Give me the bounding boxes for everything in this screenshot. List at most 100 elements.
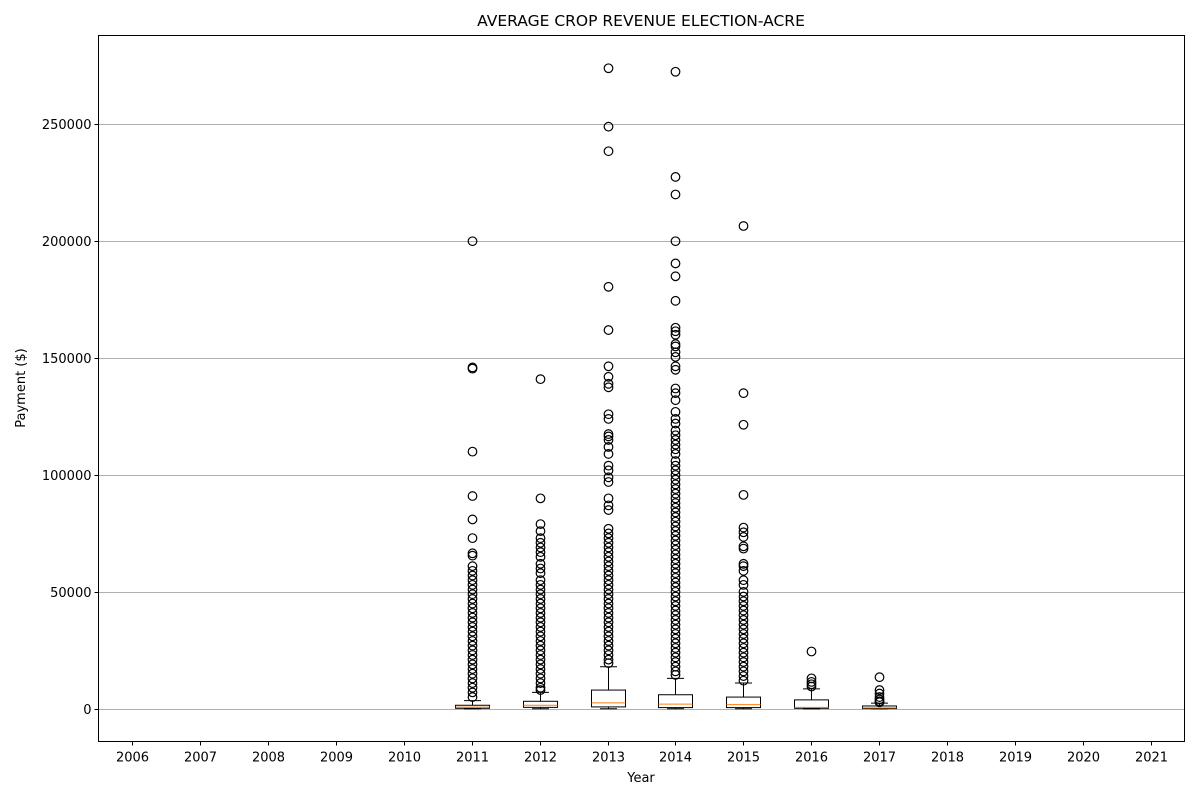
outlier-point [467,584,478,595]
outlier-point [467,589,478,600]
outlier-point [670,572,681,583]
x-tick-label: 2019 [999,751,1032,766]
outlier-point [603,561,614,572]
outlier-point [738,666,749,677]
outlier-point [603,449,614,459]
outlier-point [670,633,681,644]
outlier-point [535,659,546,670]
outlier-point [670,329,681,340]
outlier-point [670,549,681,560]
outlier-point [670,364,681,375]
y-tick-label: 250000 [42,118,92,133]
outlier-point [670,624,681,635]
x-tick-label: 2006 [116,751,149,766]
outlier-point [603,528,614,539]
outlier-point [738,543,749,554]
outlier-point [603,598,614,609]
outlier-point [670,554,681,565]
outlier-point [467,673,478,684]
outlier-point [670,172,681,182]
outlier-point [603,626,614,637]
outlier-point [738,605,749,616]
outlier-point [467,668,478,679]
box-2015 [726,221,761,710]
outlier-point [535,547,546,558]
outlier-point [603,612,614,623]
outlier-point [467,593,478,604]
y-tick-label: 150000 [42,352,92,367]
outlier-point [738,652,749,663]
outlier-point [603,537,614,548]
outlier-point [738,629,749,639]
outlier-point [535,493,546,504]
outlier-point [670,406,681,417]
outlier-point [535,654,546,665]
outlier-point [670,347,681,358]
outlier-point [603,654,614,665]
outlier-point [738,596,749,607]
outlier-point [738,532,749,542]
outlier-point [467,608,478,618]
outlier-point [603,565,614,576]
x-tick-label: 2007 [184,751,217,766]
outlier-point [670,526,681,537]
outlier-point [467,622,478,632]
box-2011 [455,236,490,710]
outlier-point [738,575,749,586]
outlier-point [535,650,546,660]
outlier-point [670,352,681,362]
outlier-point [874,685,885,695]
y-tick-label: 50000 [50,586,91,601]
x-tick-label: 2015 [727,751,760,766]
outlier-point [603,505,614,515]
outlier-point [467,550,478,561]
outlier-point [670,652,681,663]
outlier-point [467,579,478,590]
iqr-box [726,696,761,709]
x-tick-label: 2013 [592,751,625,766]
outlier-point [535,603,546,614]
outlier-point [670,563,681,574]
outlier-point [738,633,749,644]
outlier-point [603,146,614,157]
outlier-point [670,568,681,579]
outlier-point [603,63,614,74]
outlier-point [738,591,749,602]
outlier-point [535,664,546,674]
outlier-point [535,575,546,586]
outlier-point [670,610,681,621]
outlier-point [670,493,681,504]
x-tick-label: 2021 [1135,751,1168,766]
outlier-point [603,547,614,558]
x-tick-label: 2012 [524,751,557,766]
outlier-point [670,535,681,546]
outlier-point [670,484,681,494]
x-axis-label: Year [626,771,655,786]
outlier-point [670,413,681,424]
outlier-point [535,631,546,642]
iqr-box [794,699,829,709]
outlier-point [670,558,681,569]
outlier-point [603,460,614,471]
x-tick-label: 2014 [659,751,692,766]
outlier-point [670,643,681,653]
outlier-point [738,489,749,500]
outlier-point [738,579,749,590]
outlier-point [670,638,681,649]
outlier-point [603,472,614,483]
outlier-point [603,382,614,393]
outlier-point [670,577,681,588]
outlier-point [738,601,749,611]
outlier-point [603,640,614,651]
outlier-point [535,678,546,688]
outlier-point [670,361,681,372]
outlier-point [603,608,614,618]
outlier-point [603,121,614,132]
outlier-point [535,568,546,579]
outlier-point [670,474,681,485]
outlier-point [738,675,749,686]
outlier-point [603,570,614,581]
outlier-point [535,526,546,537]
